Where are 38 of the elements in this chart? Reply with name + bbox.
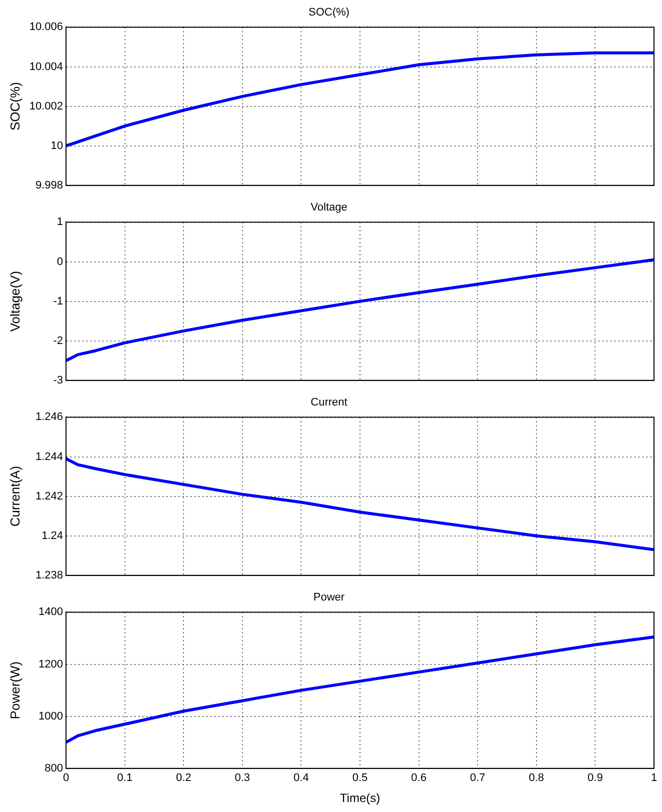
y-tick-label: -1 — [53, 295, 63, 308]
y-tick-label: -3 — [53, 374, 63, 386]
y-tick-label: -2 — [53, 334, 63, 347]
y-axis-title: Current(A) — [7, 466, 22, 527]
chart-title: SOC(%) — [308, 6, 350, 19]
x-tick-label: 0.7 — [470, 772, 486, 784]
x-tick-label: 0.2 — [176, 772, 192, 784]
y-tick-label: 1 — [56, 216, 63, 228]
y-tick-label: 10.004 — [29, 60, 63, 73]
y-tick-label: 9.998 — [35, 179, 63, 192]
y-axis-title: Voltage(V) — [7, 270, 22, 332]
y-tick-label: 1.242 — [35, 490, 63, 502]
x-tick-label: 0.3 — [234, 772, 250, 784]
y-axis-title: SOC(%) — [7, 82, 22, 130]
y-tick-label: 0 — [56, 256, 63, 268]
y-tick-label: 800 — [44, 762, 63, 774]
y-tick-label: 10 — [50, 140, 63, 152]
y-axis-title: Power(W) — [7, 661, 22, 720]
x-tick-label: 0.5 — [352, 772, 368, 784]
chart-title: Power — [313, 592, 345, 604]
y-tick-label: 1.24 — [42, 530, 63, 542]
x-tick-label: 1 — [650, 772, 658, 784]
y-tick-label: 1.246 — [35, 411, 63, 424]
y-tick-label: 1200 — [38, 658, 63, 670]
y-tick-label: 1400 — [38, 606, 63, 618]
x-tick-label: 0.1 — [117, 772, 132, 784]
x-tick-label: 0.4 — [294, 772, 309, 784]
y-tick-label: 1.238 — [35, 569, 63, 582]
x-axis-title: Time(s) — [340, 791, 380, 806]
y-tick-label: 10.006 — [29, 21, 63, 34]
chart-title: Voltage — [310, 202, 348, 214]
y-tick-label: 1.244 — [35, 450, 63, 463]
x-tick-label: 0.8 — [528, 772, 544, 784]
x-tick-label: 0.6 — [411, 772, 426, 784]
y-tick-label: 10.002 — [29, 100, 63, 112]
chart-title: Current — [310, 396, 348, 409]
x-tick-label: 0.9 — [588, 772, 603, 784]
y-tick-label: 1000 — [38, 710, 63, 722]
